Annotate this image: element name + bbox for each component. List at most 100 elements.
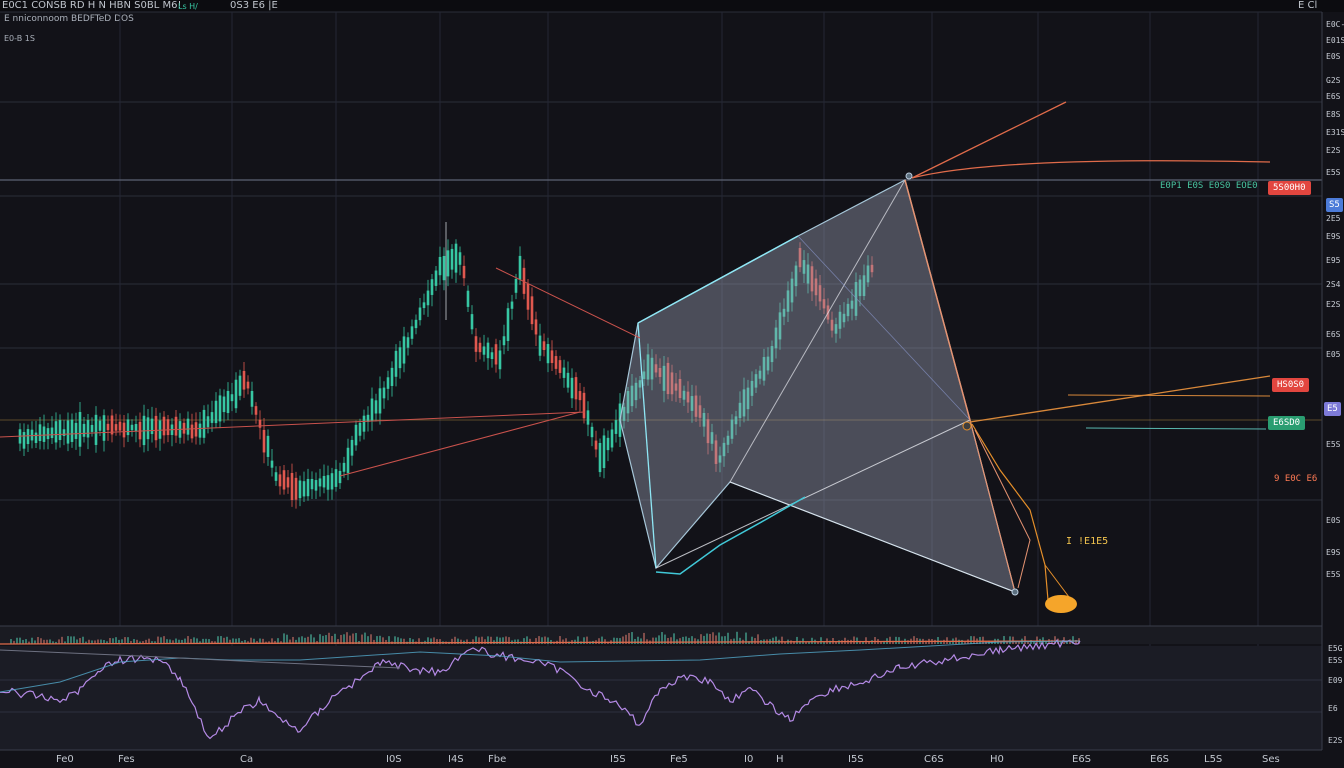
candle-body	[530, 296, 534, 325]
candle-body	[162, 416, 166, 436]
trend-line[interactable]	[1085, 427, 1267, 430]
trend-line[interactable]	[969, 375, 1271, 423]
volume-bar	[94, 640, 96, 644]
volume-bar	[565, 638, 567, 644]
candle-body	[542, 341, 546, 350]
trend-line[interactable]	[974, 429, 1031, 589]
price-tag-red[interactable]: 5S00H0	[1268, 181, 1311, 195]
pattern-diagonal-line[interactable]	[797, 235, 971, 421]
candle-body	[206, 416, 210, 428]
pattern-diagonal-line[interactable]	[729, 481, 1016, 593]
orange-marker-dot[interactable]	[1045, 595, 1077, 613]
candle-body	[534, 319, 538, 335]
volume-bar	[1024, 636, 1026, 644]
price-axis-label: G2S	[1326, 76, 1341, 85]
time-axis-label: Fbe	[488, 754, 507, 765]
chart-subtitle-small: E0-B 1S	[4, 34, 35, 43]
pattern-edge-line[interactable]	[969, 419, 1016, 593]
volume-bar	[724, 636, 726, 644]
volume-bar	[148, 638, 150, 644]
candle-body	[386, 377, 390, 389]
trend-line[interactable]	[971, 423, 1049, 601]
candle-body	[574, 377, 578, 400]
volume-bar	[232, 638, 234, 644]
volume-trend-line	[0, 640, 1081, 645]
volume-bar	[793, 641, 795, 644]
volume-bar	[616, 637, 618, 644]
volume-bar	[346, 632, 348, 644]
candle-body	[766, 356, 770, 371]
drawing-anchor-point[interactable]	[1011, 588, 1019, 596]
pattern-edge-line[interactable]	[904, 179, 971, 421]
candle-body	[346, 447, 350, 473]
price-axis-label: E0C-S	[1326, 20, 1344, 29]
price-tag-green[interactable]: E6SD0	[1268, 416, 1306, 430]
interval-info[interactable]: 0S3 E6 |E	[230, 0, 278, 11]
drawing-anchor-point[interactable]	[962, 421, 972, 431]
drawing-annotation[interactable]: I !E1E5	[1066, 536, 1109, 547]
price-tag-blue[interactable]: S5	[1326, 198, 1343, 212]
candle-body	[706, 419, 710, 444]
price-axis-label: E9S	[1326, 232, 1341, 241]
indicator-pane[interactable]	[0, 646, 1322, 750]
trend-line[interactable]	[911, 160, 1271, 179]
volume-bar	[28, 641, 30, 644]
drawing-anchor-point[interactable]	[905, 172, 913, 180]
volume-bar	[541, 637, 543, 644]
volume-bar	[577, 636, 579, 644]
volume-bar	[73, 636, 75, 644]
candle-body	[538, 335, 542, 356]
volume-bar	[796, 636, 798, 644]
volume-bar	[97, 639, 99, 644]
volume-bar	[226, 636, 228, 644]
candle-body	[522, 267, 526, 294]
pattern-base-line[interactable]	[655, 496, 806, 575]
candle-body	[730, 419, 734, 439]
symbol-info[interactable]: E0C1 CONSB RD H N HBN S0BL M6!	[2, 0, 182, 11]
trend-line[interactable]	[0, 411, 586, 438]
pattern-diagonal-line[interactable]	[729, 179, 906, 483]
volume-bar	[1003, 636, 1005, 644]
price-tag-purple[interactable]: E5	[1324, 402, 1341, 416]
pattern-diagonal-line[interactable]	[655, 419, 971, 569]
candle-body	[426, 290, 430, 306]
candle-body	[190, 424, 194, 439]
trend-line[interactable]	[339, 411, 581, 477]
price-axis-label: E6S	[1326, 92, 1341, 101]
candle-body	[46, 428, 50, 440]
volume-bar	[112, 638, 114, 644]
header-right-info[interactable]: E Cl	[1298, 0, 1318, 11]
volume-bar	[151, 641, 153, 644]
price-axis-label: E31S	[1326, 128, 1344, 137]
trend-line[interactable]	[495, 267, 641, 339]
pair-info: Ls H/	[178, 2, 198, 11]
candle-body	[514, 278, 518, 293]
pattern-drawing-polygon[interactable]	[619, 179, 1016, 593]
volume-bar	[1009, 636, 1011, 644]
volume-bar	[106, 641, 108, 644]
volume-bar	[103, 640, 105, 644]
pattern-edge-line[interactable]	[637, 322, 657, 569]
trend-line[interactable]	[911, 101, 1067, 179]
volume-bar	[499, 637, 501, 644]
volume-bar	[211, 641, 213, 644]
volume-bar	[598, 638, 600, 644]
candle-body	[454, 243, 458, 273]
volume-bar	[109, 638, 111, 644]
volume-bar	[538, 636, 540, 644]
price-tag-red[interactable]: HS0S0	[1272, 378, 1310, 392]
candle-body	[350, 439, 354, 456]
volume-bar	[307, 636, 309, 644]
candle-body	[422, 302, 426, 309]
volume-bar	[688, 637, 690, 644]
trend-line[interactable]	[1067, 394, 1271, 397]
volume-bar	[823, 641, 825, 644]
candle-body	[414, 319, 418, 329]
candle-body	[78, 412, 82, 447]
pattern-edge-line[interactable]	[637, 235, 799, 324]
candle-body	[638, 380, 642, 388]
volume-bar	[319, 634, 321, 644]
volume-bar	[256, 641, 258, 644]
candle-body	[710, 432, 714, 444]
